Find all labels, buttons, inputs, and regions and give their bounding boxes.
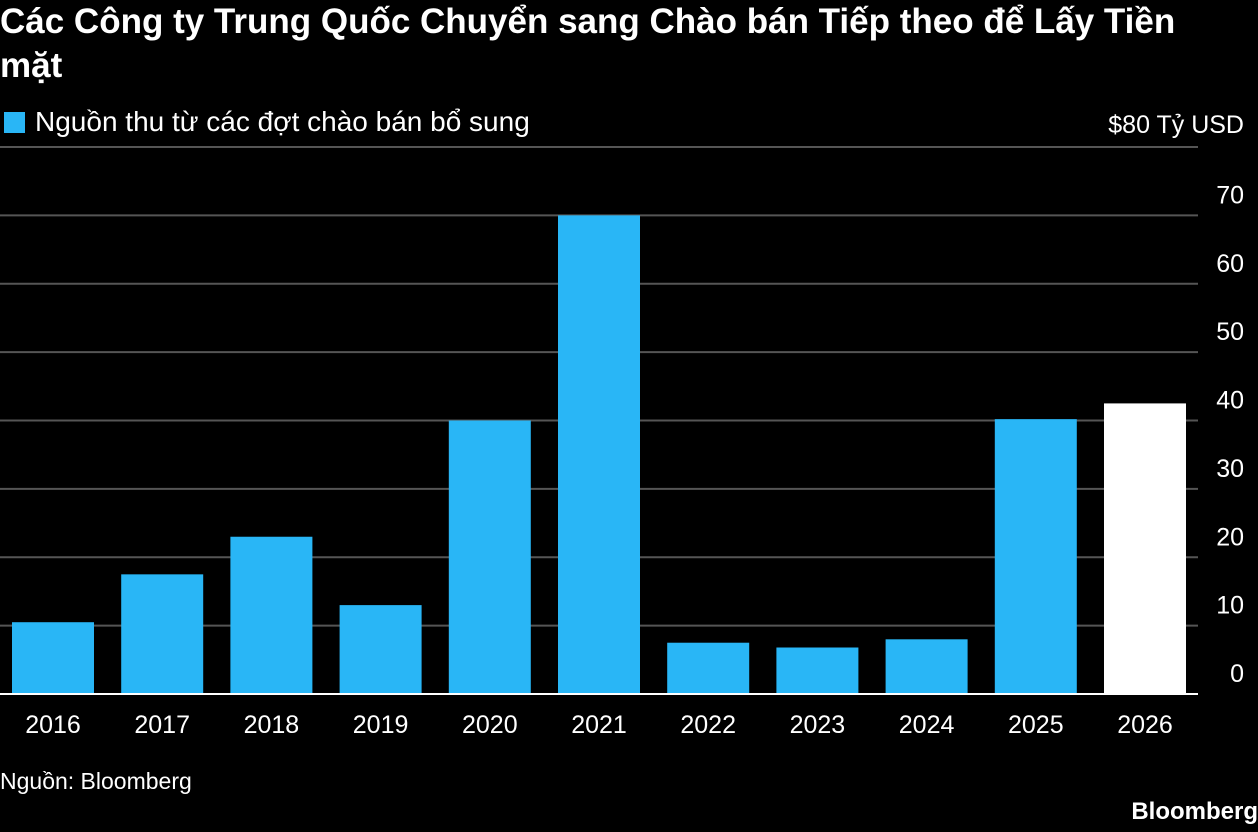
x-tick-label: 2017 [134, 711, 190, 739]
y-tick-label: 30 [1216, 455, 1244, 483]
bar [776, 647, 859, 694]
chart-title: Các Công ty Trung Quốc Chuyển sang Chào … [0, 2, 1176, 85]
y-tick-label: 10 [1216, 592, 1244, 620]
bar [667, 642, 750, 694]
bar-chart: 0 10 20 30 40 50 60 70 $80 Tỷ USD 2016 2017 2018 201… [0, 111, 1244, 739]
x-tick-label: 2022 [680, 711, 736, 739]
y-top-tick-label: $80 Tỷ USD [1108, 111, 1244, 139]
x-tick-label: 2018 [244, 711, 300, 739]
y-tick-label: 20 [1216, 523, 1244, 551]
x-tick-label: 2020 [462, 711, 518, 739]
legend-swatch [4, 111, 25, 133]
x-tick-label: 2023 [790, 711, 846, 739]
bar [885, 639, 968, 694]
x-tick-label: 2019 [353, 711, 409, 739]
x-tick-label: 2026 [1117, 711, 1173, 739]
y-tick-label: 0 [1230, 660, 1244, 688]
bar [994, 419, 1077, 694]
y-tick-label: 40 [1216, 387, 1244, 415]
bar [121, 574, 204, 694]
x-tick-label: 2024 [899, 711, 955, 739]
bar [339, 605, 422, 694]
y-tick-label: 50 [1216, 318, 1244, 346]
brand-logo: Bloomberg [1131, 798, 1258, 825]
bar [448, 420, 531, 694]
bar [12, 622, 94, 694]
x-tick-label: 2016 [25, 711, 81, 739]
bar [230, 536, 313, 694]
x-tick-label: 2021 [571, 711, 627, 739]
legend-label: Nguồn thu từ các đợt chào bán bổ sung [35, 106, 530, 137]
source-note: Nguồn: Bloomberg [0, 768, 192, 794]
y-tick-label: 70 [1216, 181, 1244, 209]
bar [1104, 403, 1186, 694]
legend: Nguồn thu từ các đợt chào bán bổ sung [0, 102, 530, 142]
bar [558, 215, 640, 694]
y-tick-label: 60 [1216, 250, 1244, 278]
x-tick-label: 2025 [1008, 711, 1064, 739]
